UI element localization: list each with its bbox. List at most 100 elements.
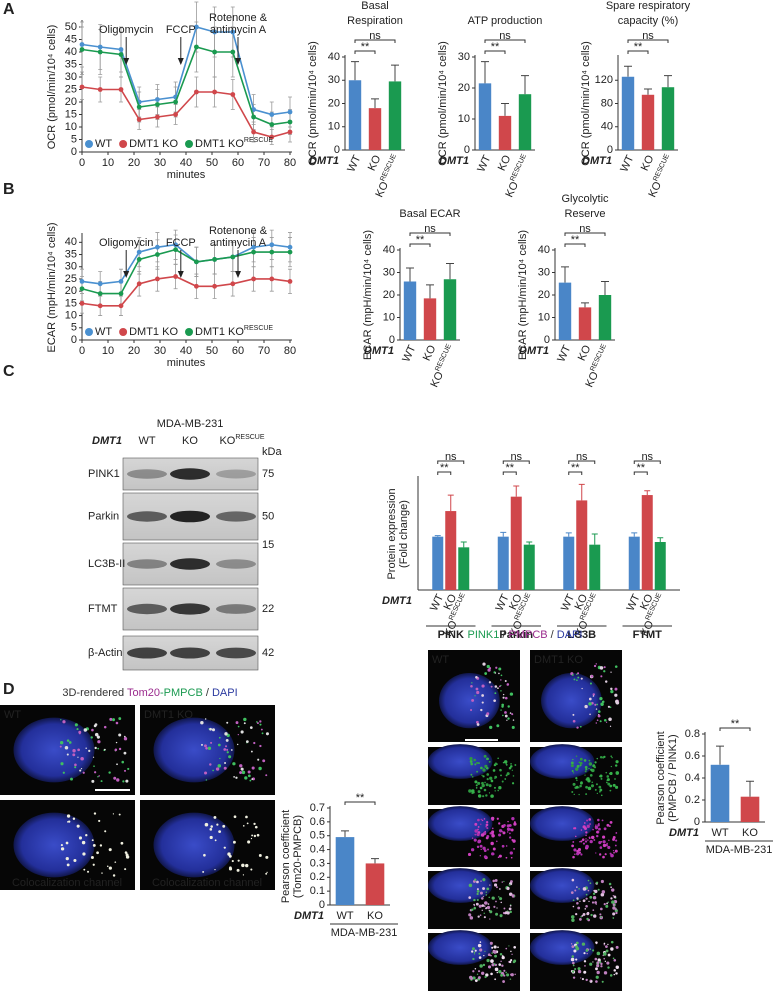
puncta: [595, 722, 598, 724]
puncta: [257, 758, 260, 761]
significance-label: ns: [424, 223, 436, 235]
y-tick-label: 0: [389, 334, 395, 346]
y-tick-label: 40: [601, 121, 613, 133]
blot-band: [216, 647, 256, 659]
puncta: [475, 687, 479, 691]
puncta: [240, 730, 244, 734]
puncta: [472, 976, 476, 980]
puncta: [83, 868, 86, 871]
puncta: [610, 886, 612, 889]
puncta: [571, 970, 575, 973]
puncta: [602, 756, 605, 759]
puncta: [240, 767, 244, 771]
y-tick-label: 0: [71, 146, 77, 158]
puncta: [489, 884, 491, 886]
puncta: [590, 784, 595, 788]
series-line: [81, 46, 291, 126]
significance-label: **: [731, 718, 740, 730]
puncta: [471, 775, 474, 778]
error-bar: [657, 537, 664, 542]
bar: [563, 536, 575, 590]
x-tick-label: KO: [742, 827, 758, 839]
blot-band: [216, 604, 256, 614]
puncta: [594, 957, 598, 961]
puncta: [598, 785, 602, 789]
puncta: [468, 789, 472, 793]
puncta: [594, 901, 597, 904]
puncta: [113, 776, 117, 780]
puncta: [478, 762, 480, 764]
puncta: [485, 794, 488, 797]
puncta: [229, 866, 232, 870]
puncta: [594, 703, 597, 706]
puncta: [602, 835, 606, 839]
puncta: [613, 973, 616, 976]
x-tick-label: 50: [206, 345, 218, 357]
puncta: [502, 761, 505, 764]
puncta: [614, 687, 618, 691]
significance-label: **: [571, 462, 580, 474]
nucleus: [153, 717, 235, 783]
blot-band: [170, 510, 210, 523]
puncta: [614, 844, 617, 847]
puncta: [115, 721, 119, 725]
puncta: [572, 758, 574, 761]
y-tick-label: 10: [65, 309, 77, 321]
puncta: [253, 741, 256, 745]
puncta: [511, 894, 516, 898]
x-tick-label: LC3B: [567, 629, 596, 641]
puncta: [612, 895, 614, 897]
footer: MDA-MB-231: [706, 844, 773, 856]
puncta: [596, 757, 598, 760]
puncta: [259, 720, 262, 723]
puncta: [210, 825, 213, 828]
puncta: [118, 813, 121, 816]
puncta: [482, 795, 485, 798]
y-tick-label: 10: [458, 113, 470, 125]
puncta: [259, 723, 262, 726]
puncta: [59, 741, 64, 745]
x-tick-label: KO: [366, 153, 384, 173]
puncta: [584, 774, 586, 776]
x-tick-label: 60: [232, 157, 244, 169]
puncta: [583, 970, 587, 974]
puncta: [596, 792, 598, 795]
puncta: [599, 775, 601, 778]
puncta: [495, 666, 498, 669]
puncta: [251, 766, 255, 770]
puncta: [513, 822, 517, 826]
puncta: [600, 962, 603, 966]
bar: [641, 94, 655, 150]
puncta: [481, 694, 485, 697]
puncta: [483, 905, 486, 908]
puncta: [588, 762, 593, 766]
x-tick-label: WT: [711, 827, 728, 839]
data-point: [230, 254, 236, 260]
puncta: [585, 905, 588, 908]
puncta: [589, 713, 591, 716]
puncta: [211, 728, 216, 732]
puncta: [503, 969, 506, 972]
puncta: [496, 886, 498, 889]
puncta: [599, 913, 602, 916]
x-tick-label-main: KO: [496, 153, 514, 173]
puncta: [509, 910, 512, 914]
puncta: [483, 912, 485, 915]
puncta: [83, 728, 88, 732]
puncta: [596, 830, 599, 834]
puncta: [499, 953, 503, 956]
puncta: [598, 827, 601, 831]
data-point: [194, 283, 199, 289]
puncta: [91, 779, 95, 783]
puncta: [491, 818, 495, 821]
puncta: [82, 852, 86, 856]
chart-title: Respiration: [347, 15, 403, 27]
puncta: [91, 728, 94, 732]
puncta: [82, 771, 85, 774]
puncta: [506, 973, 510, 977]
puncta: [584, 704, 588, 709]
puncta: [224, 762, 227, 765]
puncta: [574, 853, 576, 856]
puncta: [571, 945, 575, 949]
puncta: [265, 855, 269, 859]
